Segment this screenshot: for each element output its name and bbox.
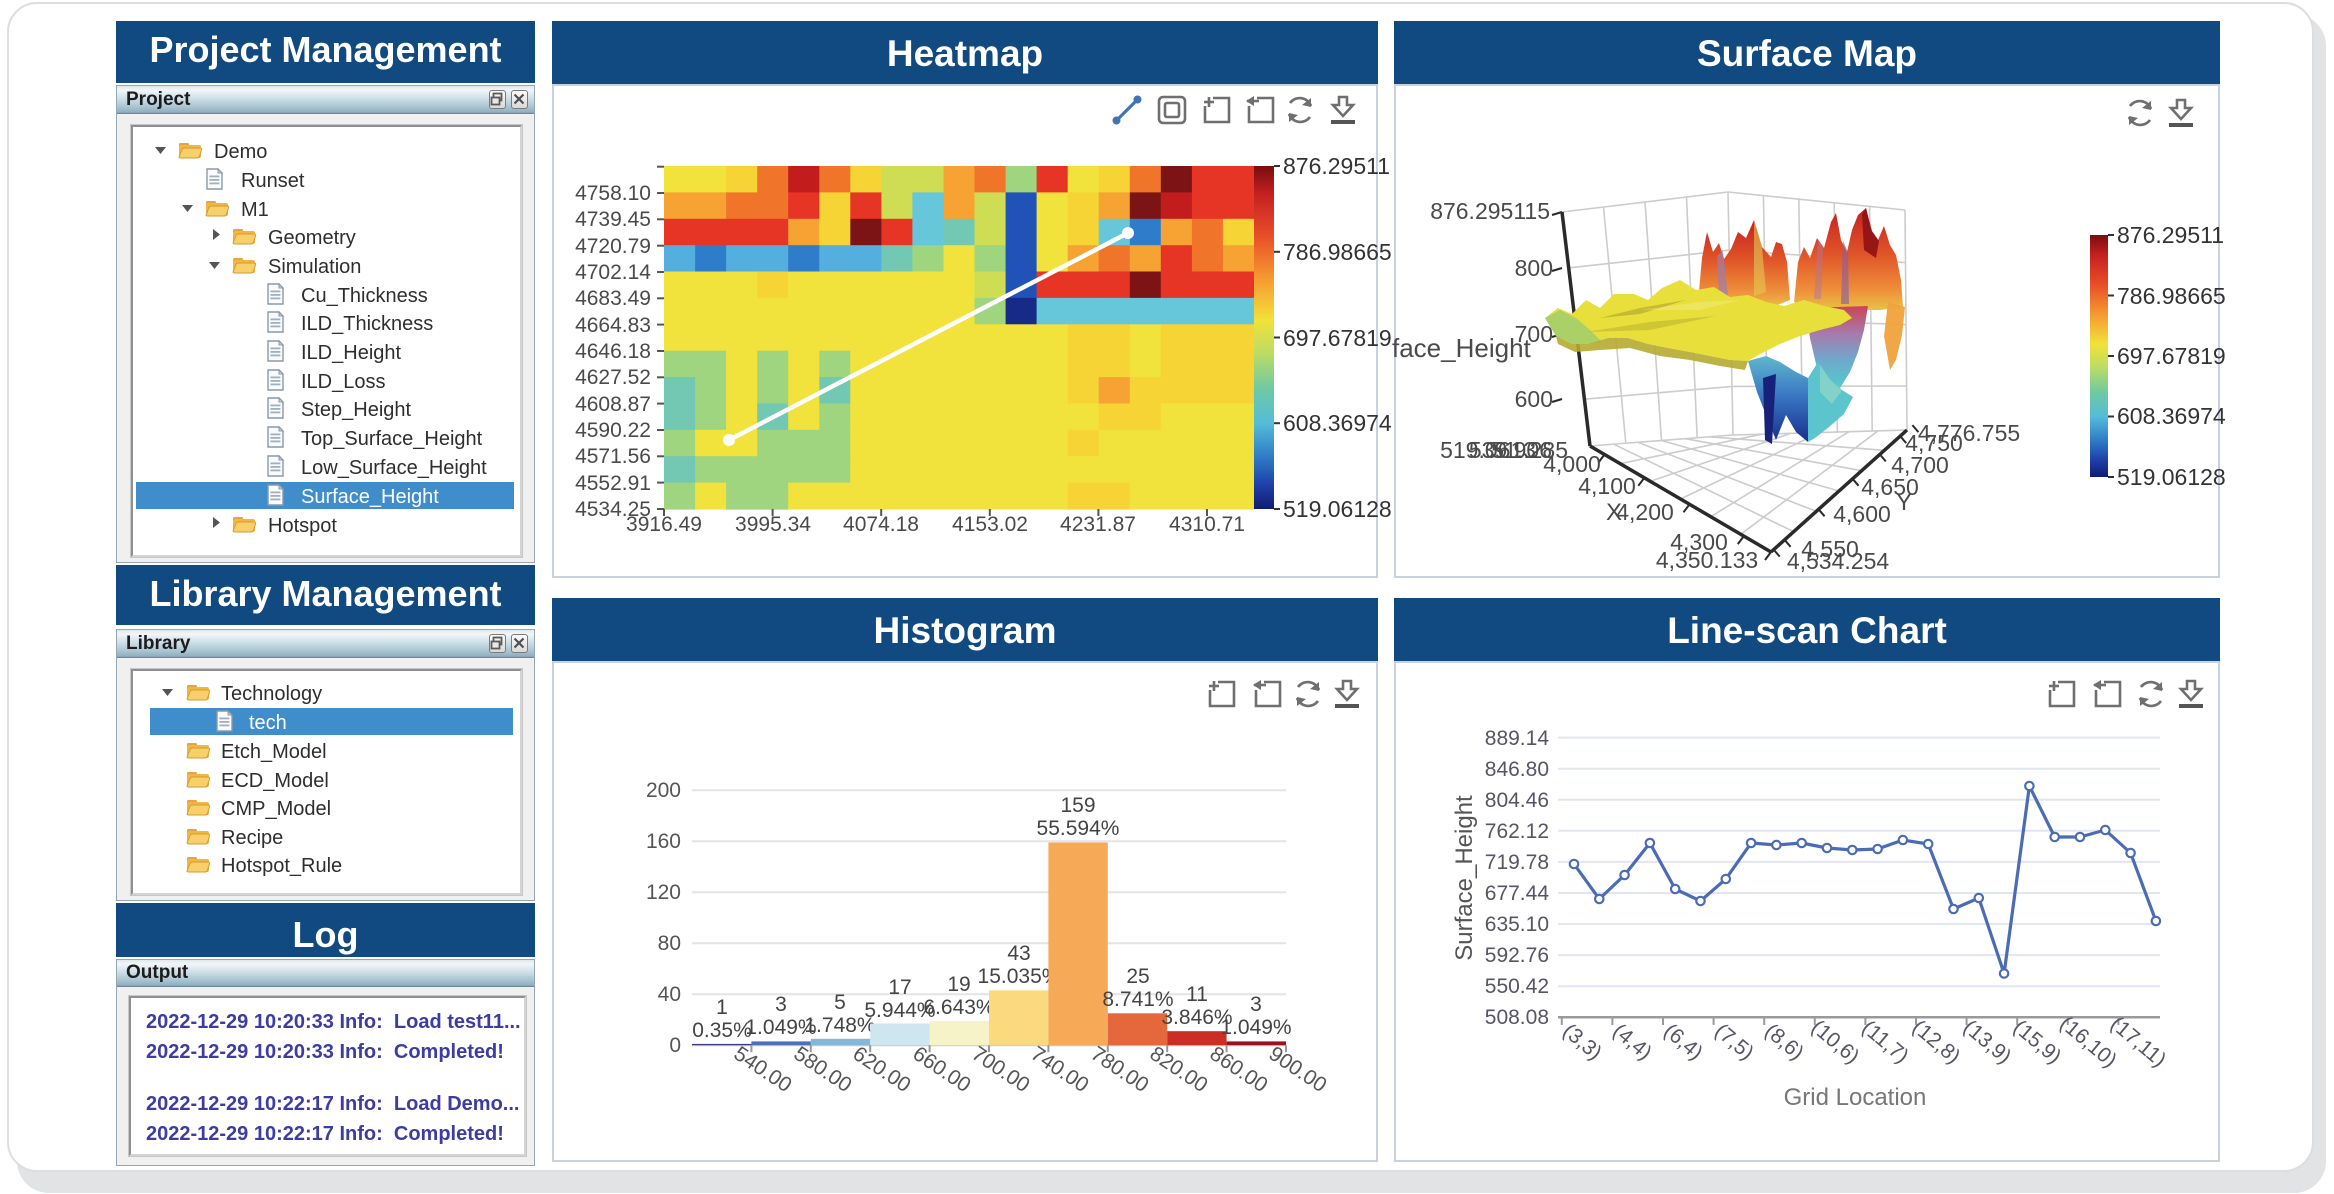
svg-text:Cu_Thickness: Cu_Thickness	[301, 285, 428, 307]
svg-text:Step_Height: Step_Height	[301, 399, 412, 421]
svg-text:Top_Surface_Height: Top_Surface_Height	[301, 428, 483, 450]
svg-text:CMP_Model: CMP_Model	[221, 798, 331, 820]
svg-text:ILD_Height: ILD_Height	[301, 342, 402, 364]
svg-text:Technology: Technology	[221, 683, 322, 705]
svg-text:ECD_Model: ECD_Model	[221, 770, 329, 792]
svg-text:Low_Surface_Height: Low_Surface_Height	[301, 457, 487, 479]
svg-text:Etch_Model: Etch_Model	[221, 741, 327, 763]
svg-text:tech: tech	[249, 712, 287, 734]
svg-text:Surface_Height: Surface_Height	[301, 486, 439, 508]
svg-text:Recipe: Recipe	[221, 827, 283, 849]
svg-text:Demo: Demo	[214, 141, 267, 163]
svg-text:M1: M1	[241, 199, 269, 221]
svg-text:ILD_Loss: ILD_Loss	[301, 371, 386, 393]
svg-text:Runset: Runset	[241, 170, 305, 192]
svg-text:Simulation: Simulation	[268, 256, 361, 278]
svg-text:Hotspot: Hotspot	[268, 515, 337, 537]
svg-text:ILD_Thickness: ILD_Thickness	[301, 313, 433, 335]
svg-text:Geometry: Geometry	[268, 227, 356, 249]
svg-text:Hotspot_Rule: Hotspot_Rule	[221, 855, 342, 877]
